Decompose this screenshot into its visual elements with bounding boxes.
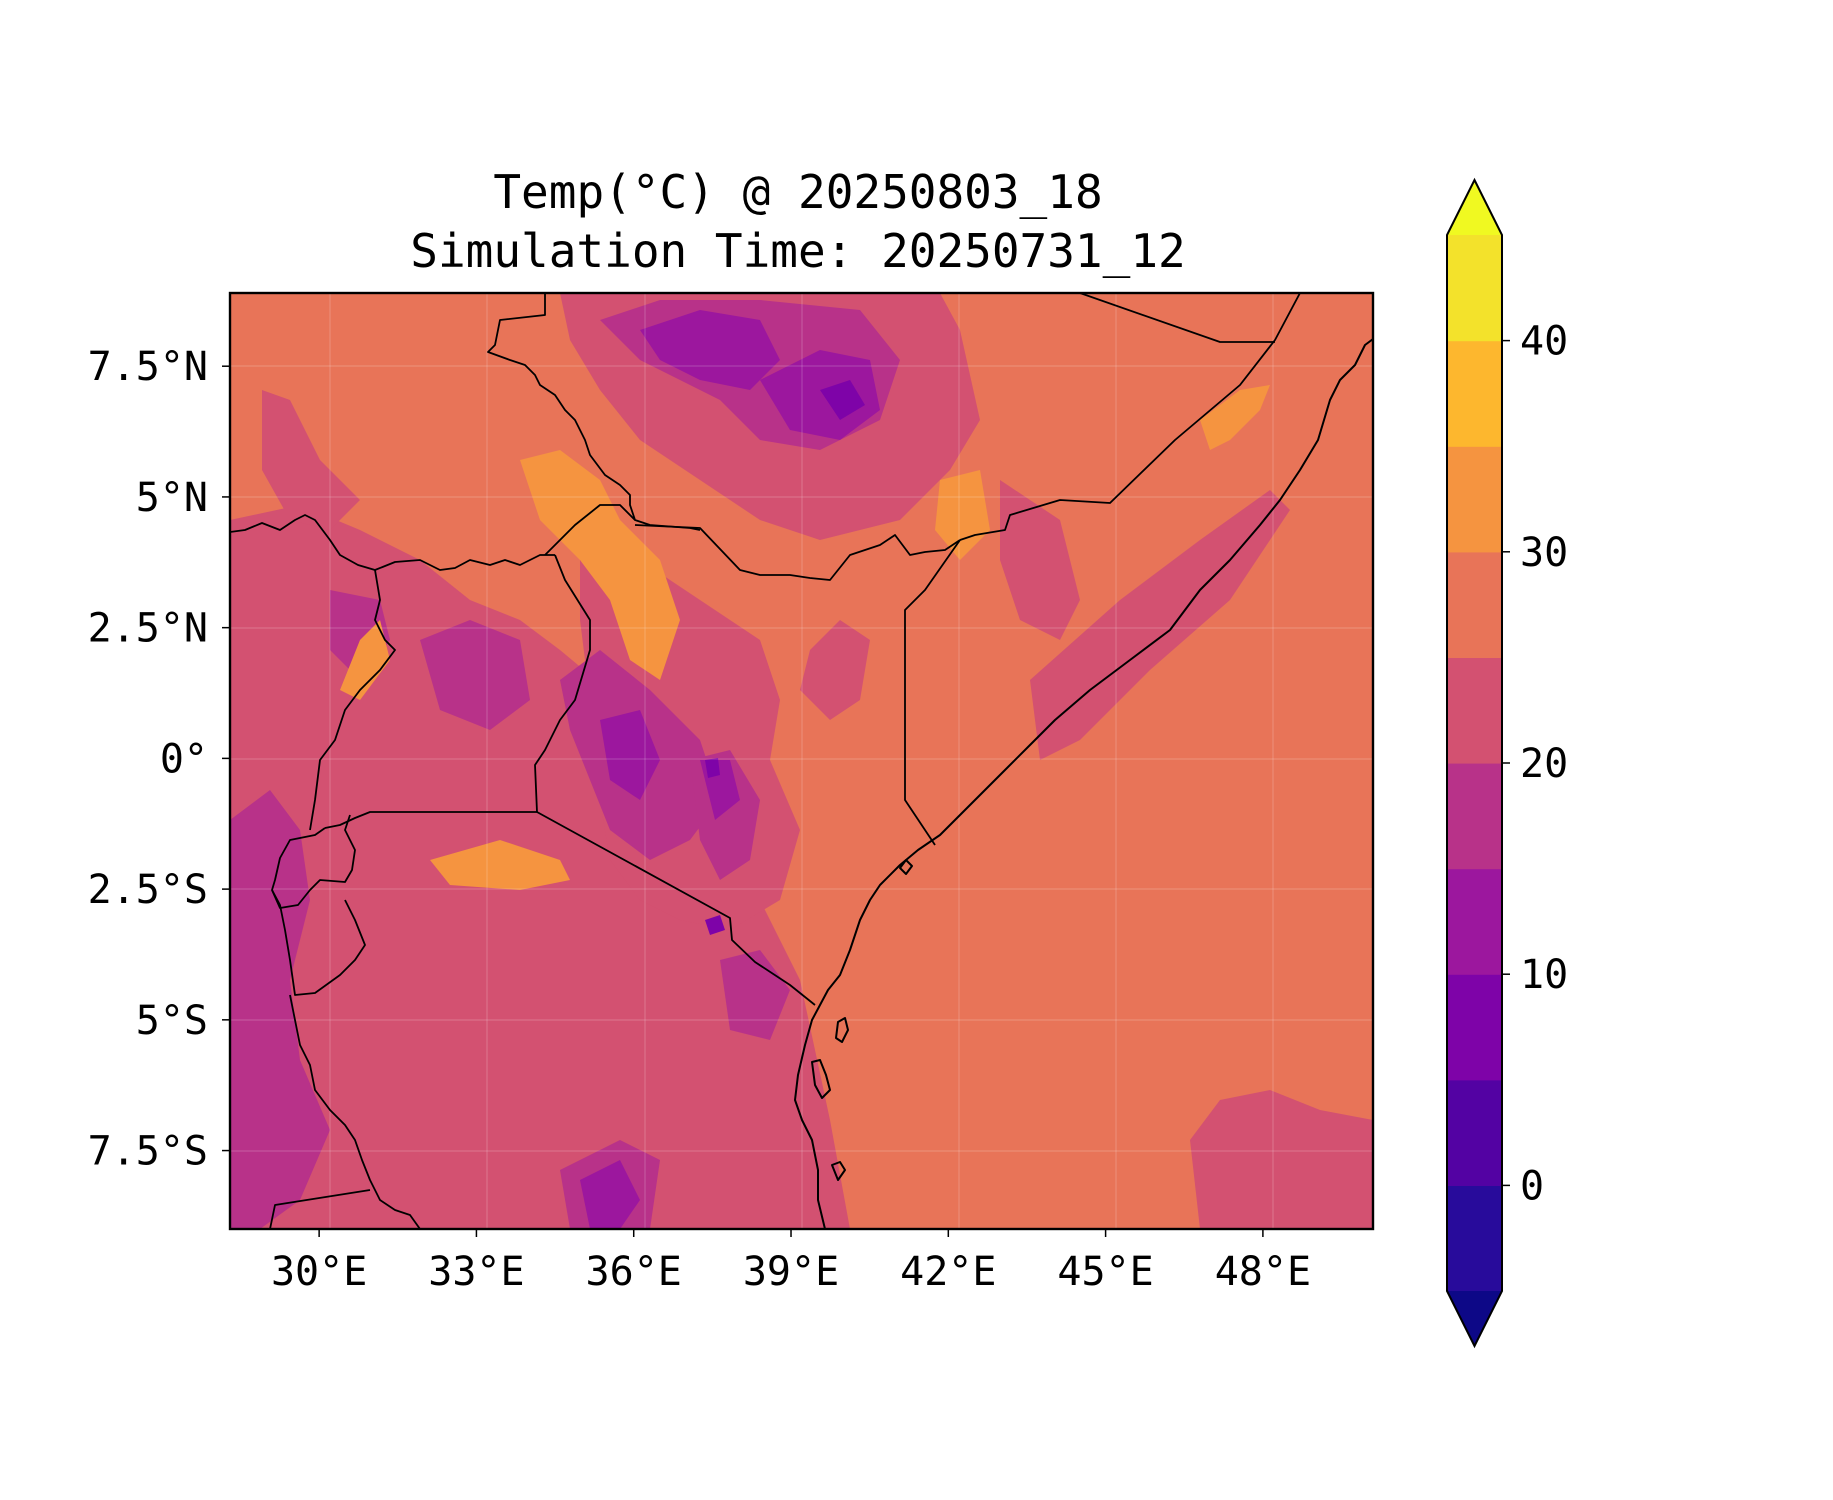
border-south-sudan-uganda (374, 554, 555, 571)
border-burundi-tanzania (271, 889, 366, 996)
field-region-10-15 (580, 1160, 640, 1229)
colorbar-level (1447, 446, 1502, 553)
y-tick-label: 2.5°N (88, 606, 208, 652)
border-rwanda-burundi (271, 814, 356, 909)
x-tick-label: 36°E (586, 1249, 682, 1295)
colorbar-extend-max (1447, 180, 1502, 235)
x-tick-label: 30°E (271, 1249, 367, 1295)
x-tick-label: 42°E (900, 1249, 996, 1295)
y-axis: 7.5°N 5°N 2.5°N 0° 2.5°S 5°S 7.5°S (88, 344, 230, 1175)
field-region-30-35 (935, 470, 990, 560)
y-tick-label: 5°N (136, 475, 208, 521)
field-region-15-20 (420, 620, 530, 730)
border-south-sudan-ethiopia (544, 504, 636, 556)
field-region-5-10 (820, 380, 865, 420)
colorbar-level (1447, 974, 1502, 1081)
x-tick-label: 39°E (743, 1249, 839, 1295)
colorbar-level (1447, 235, 1502, 342)
field-region-30-35 (1200, 385, 1270, 450)
colorbar-level (1447, 1185, 1502, 1292)
border-uganda-tanzania (324, 811, 537, 829)
coastline (794, 338, 1373, 1229)
field-region-30-35 (430, 840, 570, 890)
border-uganda-kenya (534, 554, 591, 813)
colorbar-level (1447, 868, 1502, 975)
y-tick-label: 7.5°S (88, 1129, 208, 1175)
y-tick-label: 2.5°S (88, 867, 208, 913)
colorbar-tick-label: 40 (1520, 319, 1568, 365)
colorbar-level (1447, 1079, 1502, 1186)
colorbar-extend-min (1447, 1291, 1502, 1346)
colorbar-tick-label: 10 (1520, 952, 1568, 998)
border-zambia-tanzania (269, 1189, 371, 1229)
colorbar-level (1447, 551, 1502, 658)
map-frame (228, 291, 1375, 1231)
title-line-2: Simulation Time: 20250731_12 (410, 224, 1185, 278)
border-drc-tanzania-lake (289, 994, 421, 1229)
x-tick-label: 33°E (428, 1249, 524, 1295)
colorbar: 0 10 20 30 40 (1446, 177, 1568, 1349)
field-region-20-25 (800, 620, 870, 720)
field-region-20-25 (262, 390, 360, 530)
field-region-10-15 (760, 350, 880, 440)
temperature-field (230, 293, 1373, 1229)
border-sudan-south-sudan (487, 293, 701, 531)
colorbar-tick-label: 20 (1520, 741, 1568, 787)
colorbar-tick-label: 0 (1520, 1163, 1544, 1209)
border-ethiopia-somalia (959, 293, 1301, 541)
border-kenya-somalia (904, 539, 961, 846)
field-region-10-15 (600, 710, 660, 800)
field-region-20-25 (1190, 1090, 1373, 1229)
colorbar-tick-label: 30 (1520, 530, 1568, 576)
field-region-10-15 (640, 310, 780, 390)
border-ethiopia-kenya (634, 524, 961, 581)
colorbar-level (1447, 657, 1502, 764)
x-tick-label: 48°E (1215, 1249, 1311, 1295)
colorbar-level (1447, 340, 1502, 447)
border-kenya-tanzania (536, 811, 816, 1006)
y-tick-label: 7.5°N (88, 344, 208, 390)
field-region-30-35 (520, 450, 680, 680)
map-panel (228, 291, 1375, 1231)
field-region-15-20 (230, 790, 330, 1229)
title-line-1: Temp(°C) @ 20250803_18 (493, 165, 1102, 219)
island-lamu (899, 859, 913, 875)
y-tick-label: 5°S (136, 998, 208, 1044)
x-tick-label: 45°E (1057, 1249, 1153, 1295)
y-tick-label: 0° (160, 736, 208, 782)
x-axis: 30°E 33°E 36°E 39°E 42°E 45°E 48°E (271, 1229, 1311, 1295)
island-zanzibar (811, 1059, 831, 1099)
border-drc-uganda (309, 569, 396, 831)
graticule (230, 293, 1373, 1229)
boundaries (230, 293, 1373, 1229)
field-region-5-10 (705, 758, 720, 778)
field-region-20-25 (1030, 490, 1290, 760)
border-drc-south-sudan (230, 514, 376, 571)
colorbar-outline (1446, 177, 1503, 1349)
colorbar-level (1447, 763, 1502, 870)
border-ethiopia-djibouti-somaliland (1079, 293, 1275, 343)
island-mafia (831, 1161, 846, 1181)
field-region-5-10 (705, 915, 725, 935)
field-region-20-25 (1000, 480, 1080, 640)
field-region-30-35 (340, 620, 390, 700)
island-pemba (835, 1017, 849, 1043)
